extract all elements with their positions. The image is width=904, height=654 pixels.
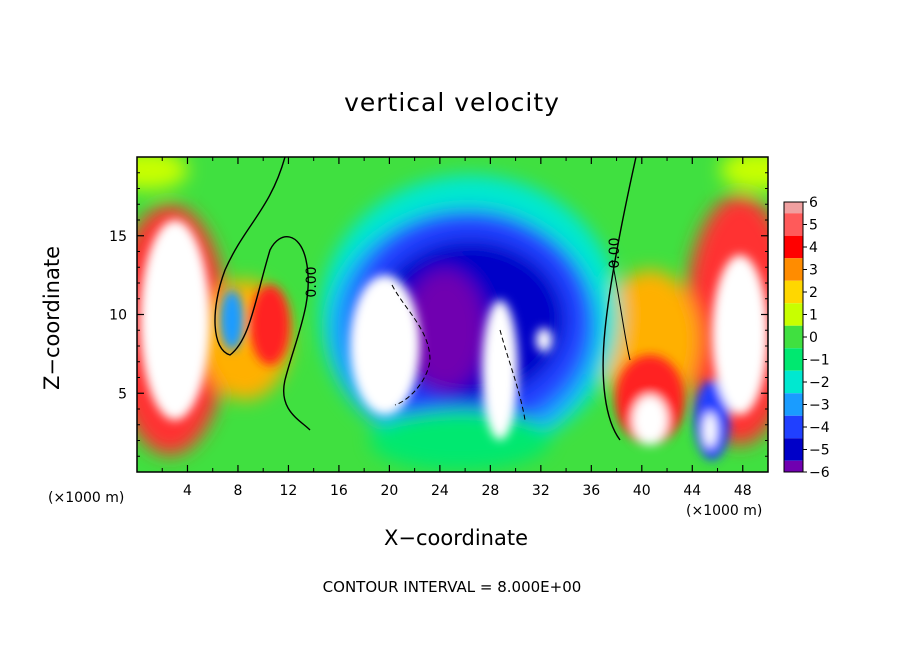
colorbar-label: 4 (809, 240, 818, 256)
contour-label: 0.00 (607, 237, 623, 268)
colorbar-label: 3 (809, 263, 818, 279)
x-tick-label: 48 (734, 483, 752, 499)
x-tick-label: 16 (330, 483, 348, 499)
x-tick-label: 20 (380, 483, 398, 499)
y-tick-label: 5 (118, 386, 127, 402)
chart-title: vertical velocity (344, 88, 560, 117)
y-tick-label: 15 (109, 229, 127, 245)
colorbar-label: −6 (809, 465, 830, 481)
colorbar-swatch (784, 460, 803, 472)
colorbar-swatch (784, 202, 803, 214)
colorbar-swatch (784, 393, 803, 416)
velocity-field (137, 157, 768, 472)
x-tick-label: 4 (183, 483, 192, 499)
y-tick-label: 10 (109, 308, 127, 324)
colorbar-swatch (784, 370, 803, 394)
colorbar-label: −4 (809, 420, 830, 436)
colorbar-swatch (784, 235, 803, 259)
colorbar-swatch (784, 438, 803, 461)
colorbar-swatch (784, 325, 803, 349)
x-ticks: 4 8 12 16 20 24 28 32 36 40 44 48 (161, 157, 752, 499)
y-axis-label: Z−coordinate (40, 246, 64, 390)
colorbar-swatch (784, 303, 803, 326)
colorbar-label: −2 (809, 375, 830, 391)
colorbar-label: 0 (809, 330, 818, 346)
x-unit-label-right: (×1000 m) (686, 503, 763, 519)
contour-interval-note: CONTOUR INTERVAL = 8.000E+00 (322, 578, 582, 596)
colorbar-label: 2 (809, 285, 818, 301)
colorbar-label: −5 (809, 443, 830, 459)
colorbar: 6 5 4 3 2 1 0 −1 −2 −3 −4 −5 −6 (783, 195, 830, 481)
x-tick-label: 36 (582, 483, 600, 499)
contour-label: 0.00 (304, 266, 320, 297)
colorbar-label: 5 (809, 218, 818, 234)
colorbar-swatch (784, 415, 803, 439)
x-tick-label: 24 (431, 483, 449, 499)
x-tick-label: 12 (280, 483, 298, 499)
x-tick-label: 32 (532, 483, 550, 499)
colorbar-swatch (784, 213, 803, 236)
x-tick-label: 40 (633, 483, 651, 499)
x-tick-label: 44 (683, 483, 701, 499)
x-tick-label: 8 (233, 483, 242, 499)
colorbar-swatch (784, 258, 803, 281)
x-tick-label: 28 (481, 483, 499, 499)
colorbar-swatch (784, 348, 803, 371)
colorbar-label: −1 (809, 353, 830, 369)
colorbar-label: 1 (809, 308, 818, 324)
x-axis-label: X−coordinate (384, 526, 528, 550)
colorbar-label: −3 (809, 398, 830, 414)
contour-labels: 0.00 0.00 (304, 237, 623, 297)
x-unit-label: (×1000 m) (48, 490, 125, 506)
colorbar-swatch (784, 280, 803, 304)
y-ticks: 5 10 15 (109, 172, 768, 457)
colorbar-label: 6 (809, 195, 818, 211)
